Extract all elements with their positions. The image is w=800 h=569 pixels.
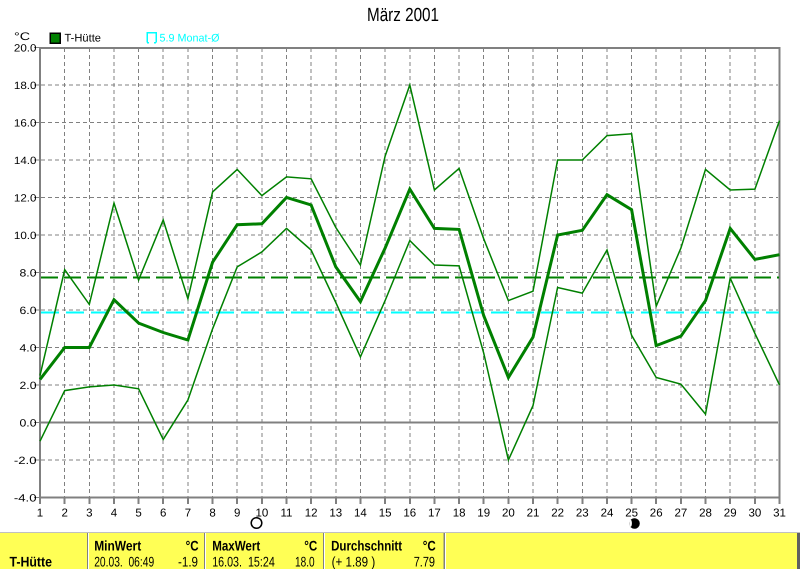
svg-text:23: 23 <box>576 508 589 520</box>
svg-text:8: 8 <box>209 508 215 520</box>
svg-text:19: 19 <box>477 508 490 520</box>
svg-text:27: 27 <box>675 508 688 520</box>
svg-text:18: 18 <box>453 508 466 520</box>
svg-text:18.0: 18.0 <box>295 554 315 569</box>
svg-text:25: 25 <box>625 508 638 520</box>
svg-text:20.0: 20.0 <box>14 42 37 54</box>
svg-text:6: 6 <box>160 508 166 520</box>
svg-text:3: 3 <box>86 508 92 520</box>
svg-text:9: 9 <box>234 508 240 520</box>
svg-text:MinWert: MinWert <box>94 538 141 554</box>
svg-text:16.0: 16.0 <box>14 117 37 129</box>
svg-text:11: 11 <box>281 508 293 520</box>
svg-text:T-Hütte: T-Hütte <box>65 33 102 45</box>
svg-text:31: 31 <box>773 508 786 520</box>
svg-text:T-Hütte: T-Hütte <box>10 554 53 569</box>
svg-text:°C: °C <box>186 538 199 554</box>
svg-text:21: 21 <box>527 508 540 520</box>
svg-text:28: 28 <box>699 508 712 520</box>
svg-text:18.0: 18.0 <box>14 80 37 92</box>
svg-text:10: 10 <box>256 508 269 520</box>
svg-text:14.0: 14.0 <box>14 155 37 167</box>
svg-text:15: 15 <box>379 508 392 520</box>
svg-text:26: 26 <box>650 508 663 520</box>
svg-text:(+ 1.89 ): (+ 1.89 ) <box>332 554 376 569</box>
svg-text:°C: °C <box>304 538 317 554</box>
svg-text:7: 7 <box>185 508 191 520</box>
svg-text:7.79: 7.79 <box>414 554 435 569</box>
svg-text:22: 22 <box>551 508 564 520</box>
svg-text:MaxWert: MaxWert <box>212 538 260 554</box>
svg-text:12: 12 <box>305 508 318 520</box>
svg-text:24: 24 <box>601 508 614 520</box>
svg-text:20.03. 06:49: 20.03. 06:49 <box>94 554 154 569</box>
svg-text:-1.9: -1.9 <box>178 554 198 569</box>
svg-text:8.0: 8.0 <box>20 267 37 279</box>
svg-text:17: 17 <box>428 508 441 520</box>
svg-text:°C: °C <box>14 31 30 43</box>
svg-text:4.0: 4.0 <box>20 342 37 354</box>
svg-text:2: 2 <box>61 508 67 520</box>
svg-text:6.0: 6.0 <box>20 305 37 317</box>
svg-text:-2.0: -2.0 <box>14 455 37 467</box>
svg-text:1: 1 <box>37 508 43 520</box>
svg-text:°C: °C <box>423 538 436 554</box>
svg-text:Durchschnitt: Durchschnitt <box>331 538 402 554</box>
svg-text:30: 30 <box>749 508 762 520</box>
svg-text:29: 29 <box>724 508 737 520</box>
svg-text:4: 4 <box>111 508 118 520</box>
svg-text:20: 20 <box>502 508 515 520</box>
svg-text:16.03. 15:24: 16.03. 15:24 <box>212 554 275 569</box>
svg-text:12.0: 12.0 <box>14 192 37 204</box>
svg-text:März 2001: März 2001 <box>367 5 439 26</box>
svg-text:-4.0: -4.0 <box>14 492 37 504</box>
svg-text:16: 16 <box>403 508 416 520</box>
svg-text:5: 5 <box>135 508 141 520</box>
svg-text:5.9 Monat-Ø: 5.9 Monat-Ø <box>160 33 220 45</box>
svg-text:0.0: 0.0 <box>20 417 37 429</box>
svg-text:10.0: 10.0 <box>14 230 37 242</box>
svg-text:13: 13 <box>329 508 342 520</box>
svg-text:14: 14 <box>354 508 367 520</box>
svg-text:2.0: 2.0 <box>20 380 37 392</box>
